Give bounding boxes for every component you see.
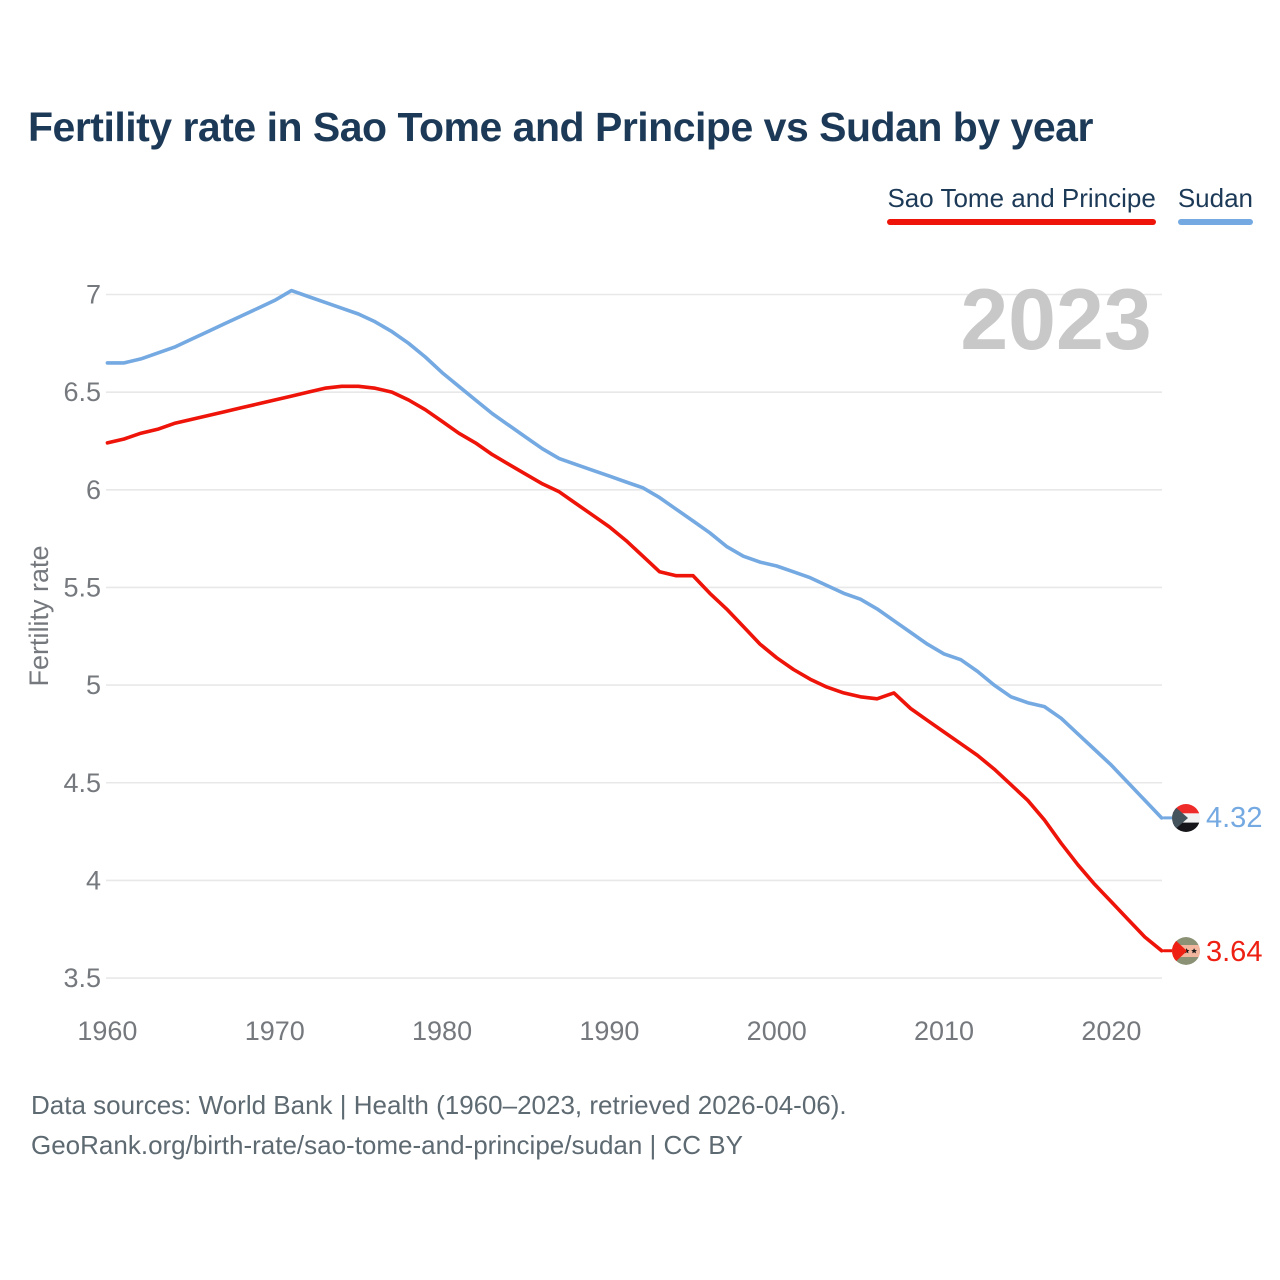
y-axis-tick-labels: 3.5 4 4.5 5 5.5 6 6.5 7	[63, 280, 101, 994]
y-tick-label: 6	[86, 475, 101, 505]
y-tick-label: 5.5	[63, 572, 101, 602]
legend: Sao Tome and Principe Sudan	[887, 183, 1253, 225]
end-value-sudan: 4.32	[1206, 802, 1262, 834]
y-tick-label: 4.5	[63, 768, 101, 798]
x-tick-label: 2000	[747, 1016, 807, 1046]
x-tick-label: 1960	[77, 1016, 137, 1046]
legend-underline-red	[887, 219, 1156, 225]
footer: Data sources: World Bank | Health (1960–…	[31, 1085, 847, 1165]
x-tick-label: 2020	[1081, 1016, 1141, 1046]
y-tick-label: 6.5	[63, 377, 101, 407]
x-tick-label: 1990	[579, 1016, 639, 1046]
x-tick-label: 2010	[914, 1016, 974, 1046]
y-tick-label: 3.5	[63, 963, 101, 993]
y-tick-label: 4	[86, 865, 101, 895]
y-tick-label: 5	[86, 670, 101, 700]
watermark-year: 2023	[960, 272, 1151, 368]
series-lines	[105, 288, 1173, 953]
x-axis-tick-labels: 1960 1970 1980 1990 2000 2010 2020	[77, 1016, 1141, 1046]
series-line-sudan	[105, 288, 1164, 820]
series-line-sao-tome-and-principe	[105, 384, 1164, 953]
legend-item-sudan[interactable]: Sudan	[1177, 183, 1253, 225]
sao-tome-and-principe-flag-icon	[1172, 937, 1200, 965]
footer-attribution-line: GeoRank.org/birth-rate/sao-tome-and-prin…	[31, 1130, 743, 1160]
legend-label-sudan: Sudan	[1177, 183, 1253, 213]
legend-label-sao-tome-and-principe: Sao Tome and Principe	[887, 183, 1156, 213]
footer-sources-line: Data sources: World Bank | Health (1960–…	[31, 1090, 847, 1120]
x-tick-label: 1980	[412, 1016, 472, 1046]
gridlines	[106, 293, 1162, 979]
y-tick-label: 7	[86, 280, 101, 310]
legend-item-sao-tome-and-principe[interactable]: Sao Tome and Principe	[887, 183, 1156, 225]
x-tick-label: 1970	[245, 1016, 305, 1046]
page-title: Fertility rate in Sao Tome and Principe …	[28, 104, 1093, 150]
legend-underline-blue	[1177, 219, 1253, 225]
sudan-flag-icon	[1172, 804, 1200, 832]
end-value-sao-tome-and-principe: 3.64	[1206, 936, 1262, 968]
y-axis-title: Fertility rate	[24, 545, 54, 686]
